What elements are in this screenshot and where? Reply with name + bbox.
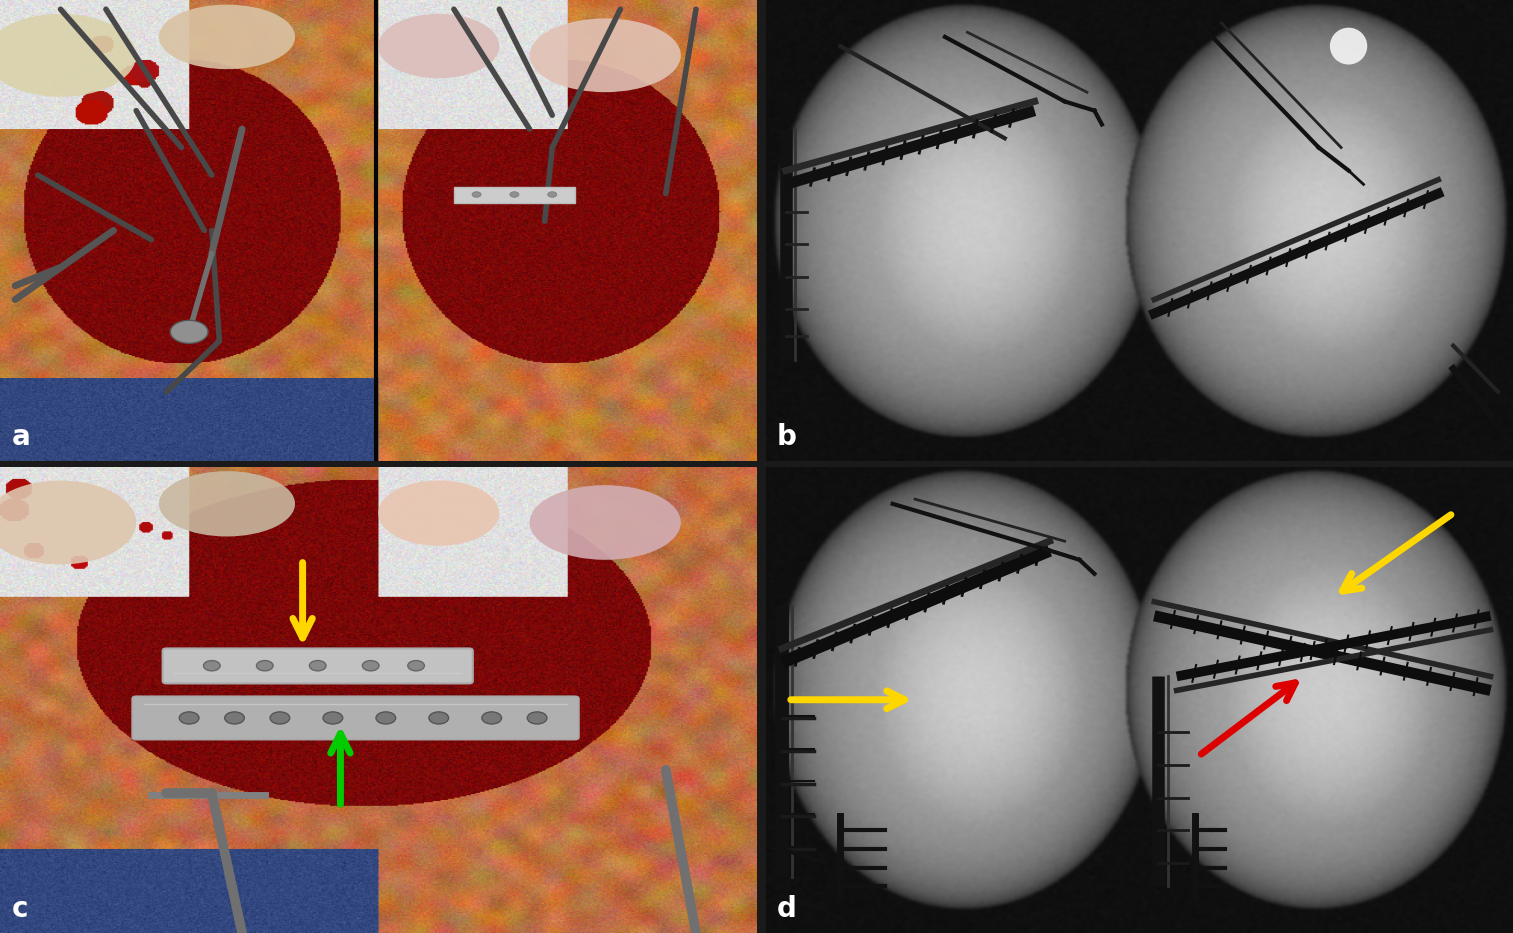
Ellipse shape — [159, 471, 295, 536]
Ellipse shape — [159, 5, 295, 69]
Bar — [454, 187, 575, 202]
Circle shape — [179, 712, 198, 724]
Circle shape — [510, 192, 519, 197]
Ellipse shape — [530, 19, 681, 92]
Text: a: a — [12, 423, 30, 451]
Circle shape — [430, 712, 448, 724]
Circle shape — [224, 712, 245, 724]
Circle shape — [324, 712, 342, 724]
Circle shape — [527, 712, 548, 724]
Ellipse shape — [0, 14, 136, 97]
Circle shape — [548, 192, 557, 197]
Circle shape — [363, 661, 378, 671]
Text: c: c — [12, 895, 27, 923]
Ellipse shape — [0, 480, 136, 564]
Circle shape — [481, 712, 502, 724]
Circle shape — [409, 661, 424, 671]
Ellipse shape — [1330, 28, 1368, 64]
Text: b: b — [776, 423, 797, 451]
Circle shape — [256, 661, 272, 671]
Circle shape — [269, 712, 289, 724]
Circle shape — [472, 192, 481, 197]
Text: d: d — [776, 895, 797, 923]
Circle shape — [375, 712, 395, 724]
FancyBboxPatch shape — [133, 696, 578, 739]
FancyBboxPatch shape — [163, 648, 472, 683]
Ellipse shape — [378, 480, 499, 546]
Ellipse shape — [378, 14, 499, 78]
Circle shape — [203, 661, 221, 671]
Circle shape — [169, 320, 209, 343]
Circle shape — [309, 661, 327, 671]
Ellipse shape — [530, 485, 681, 560]
